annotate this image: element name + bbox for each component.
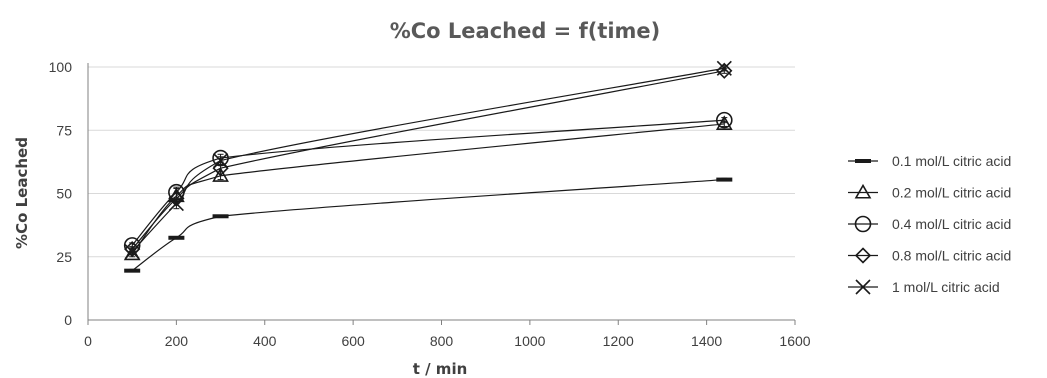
legend: 0.1 mol/L citric acid 0.2 mol/L citric ac… — [848, 153, 1011, 295]
x-tick-label: 200 — [165, 333, 189, 349]
x-tick-label: 1400 — [691, 333, 722, 349]
series-line-2 — [131, 123, 725, 255]
x-tick-label: 1000 — [514, 333, 545, 349]
data-point — [124, 268, 141, 273]
x-tick-label: 1200 — [603, 333, 634, 349]
legend-marker — [854, 215, 872, 233]
legend-item-3: 0.4 mol/L citric acid — [848, 215, 1011, 233]
legend-item-2: 0.2 mol/L citric acid — [848, 183, 1011, 201]
plot-series — [123, 60, 733, 273]
series-3 — [123, 111, 733, 254]
y-tick-label: 75 — [56, 122, 72, 138]
y-tick-label: 50 — [56, 186, 72, 202]
series-1 — [124, 177, 733, 273]
x-marker-stroke — [212, 153, 229, 169]
data-point — [715, 115, 733, 130]
x-marker-stroke — [716, 60, 732, 76]
legend-marker — [854, 247, 872, 264]
x-marker-stroke — [855, 279, 871, 295]
y-tick-label: 0 — [64, 312, 72, 328]
data-point — [716, 62, 733, 79]
legend-label: 0.1 mol/L citric acid — [892, 153, 1011, 169]
y-tick-label: 25 — [56, 249, 72, 265]
x-marker-stroke — [124, 244, 140, 260]
y-axis-title: %Co Leached — [13, 137, 31, 249]
series-2 — [123, 115, 733, 261]
legend-marker — [855, 279, 871, 295]
legend-item-5: 1 mol/L citric acid — [848, 279, 1000, 295]
data-point — [716, 177, 733, 182]
legend-label: 0.2 mol/L citric acid — [892, 185, 1011, 201]
series-5 — [124, 60, 732, 260]
series-line-3 — [131, 119, 725, 246]
legend-marker — [855, 159, 871, 163]
data-point — [212, 153, 229, 169]
legend-item-1: 0.1 mol/L citric acid — [848, 153, 1011, 169]
x-tick-label: 1600 — [779, 333, 810, 349]
data-point — [212, 167, 229, 182]
chart-title: %Co Leached = f(time) — [390, 19, 661, 43]
data-point — [168, 196, 184, 212]
x-tick-label: 0 — [84, 333, 92, 349]
data-point — [716, 60, 732, 76]
legend-item-4: 0.8 mol/L citric acid — [848, 247, 1011, 264]
x-marker-stroke — [168, 196, 184, 212]
axes — [87, 63, 796, 325]
legend-marker — [854, 183, 872, 199]
y-tick-label: 100 — [49, 59, 73, 75]
x-tick-label: 600 — [341, 333, 365, 349]
data-point — [212, 214, 229, 219]
legend-label: 0.4 mol/L citric acid — [892, 216, 1011, 232]
gridlines — [88, 66, 795, 258]
data-point — [715, 111, 733, 129]
x-tick-label: 400 — [253, 333, 277, 349]
x-axis-title: t / min — [413, 360, 468, 378]
data-point — [168, 235, 185, 240]
data-point — [124, 244, 140, 260]
x-tick-label: 800 — [430, 333, 454, 349]
legend-label: 0.8 mol/L citric acid — [892, 248, 1011, 264]
series-line-1 — [131, 178, 725, 272]
legend-label: 1 mol/L citric acid — [892, 279, 1000, 295]
